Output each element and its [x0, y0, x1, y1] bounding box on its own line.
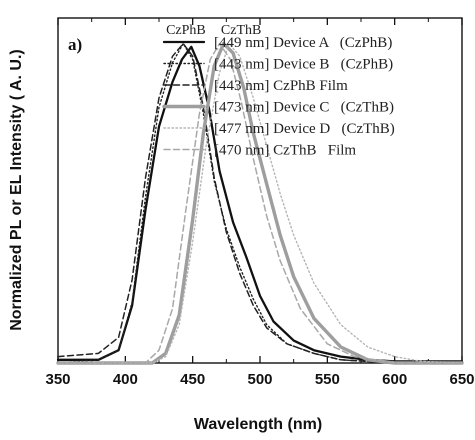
series-line-6	[57, 42, 463, 364]
legend-label-5: [477 nm] Device D (CzThB)	[214, 121, 395, 137]
x-axis-title: Wavelength (nm)	[194, 416, 322, 433]
series-line-1	[56, 45, 464, 363]
peak-annotations: CzPhB CzThB	[166, 23, 261, 38]
x-axis-ticks: 350 400 450 500 550 600 650	[45, 18, 475, 388]
x-tick-label-650: 650	[449, 371, 474, 388]
legend-label-2: [443 nm] Device B (CzPhB)	[214, 57, 393, 73]
x-tick-label-600: 600	[382, 371, 407, 388]
legend-label-4: [473 nm] Device C (CzThB)	[214, 100, 394, 116]
legend-label-1: [449 nm] Device A (CzPhB)	[214, 35, 392, 51]
x-tick-label-550: 550	[315, 371, 340, 388]
legend-label-3: [443 nm] CzPhB Film	[214, 78, 348, 94]
series-layer	[56, 41, 464, 365]
x-tick-label-500: 500	[247, 371, 272, 388]
legend: [449 nm] Device A (CzPhB) [443 nm] Device…	[162, 35, 395, 159]
series-line-3	[57, 42, 463, 364]
panel-label: a)	[68, 35, 82, 54]
series-line-5	[57, 42, 463, 364]
annotation-czthb: CzThB	[221, 23, 261, 38]
x-tick-label-350: 350	[45, 371, 70, 388]
x-tick-label-400: 400	[113, 371, 138, 388]
legend-label-6: [470 nm] CzThB Film	[214, 143, 356, 159]
y-axis-title: Normalized PL or EL Intensity ( A. U.)	[8, 49, 25, 331]
x-tick-label-450: 450	[180, 371, 205, 388]
annotation-czphb: CzPhB	[166, 23, 206, 38]
series-line-4	[56, 41, 464, 365]
